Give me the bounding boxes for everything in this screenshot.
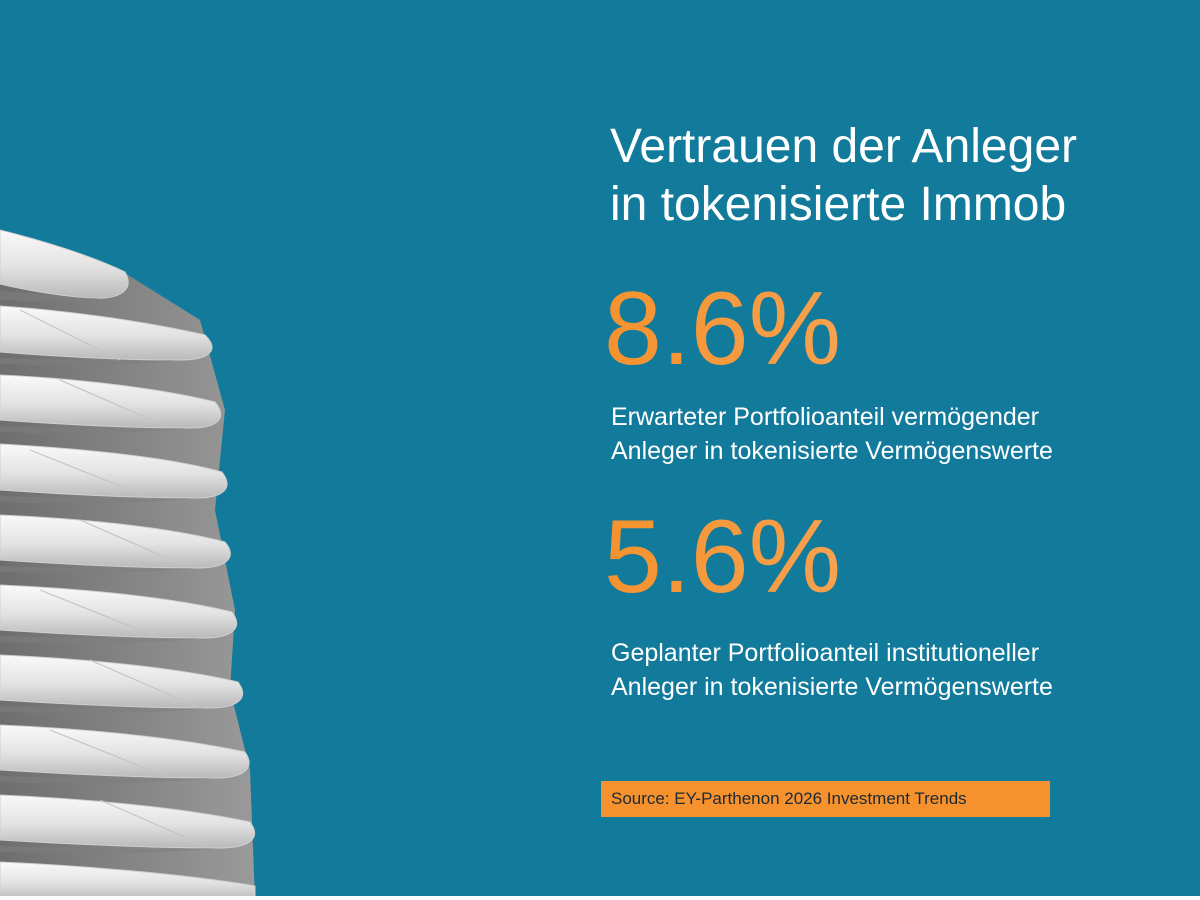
stat-description-line: Erwarteter Portfolioanteil vermögender bbox=[611, 403, 1039, 431]
building-facade-image bbox=[0, 229, 256, 896]
headline-line-1: Vertrauen der Anleger bbox=[610, 120, 1077, 173]
stat-value-institutional-investors: 5.6% bbox=[604, 502, 1004, 612]
stat-description-line: Geplanter Portfolioanteil institutionell… bbox=[611, 639, 1040, 667]
bottom-border bbox=[0, 896, 1200, 900]
stat-description-line: Anleger in tokenisierte Vermögenswerte bbox=[611, 437, 1053, 465]
stat-description-wealthy-investors: Erwarteter Portfolioanteil vermögender A… bbox=[611, 400, 1191, 468]
stat-description-institutional-investors: Geplanter Portfolioanteil institutionell… bbox=[611, 636, 1191, 704]
source-badge: Source: EY-Parthenon 2026 Investment Tre… bbox=[601, 781, 1050, 817]
headline: Vertrauen der Anleger in tokenisierte Im… bbox=[610, 118, 1200, 234]
stat-value-wealthy-investors: 8.6% bbox=[604, 274, 1004, 384]
stat-description-line: Anleger in tokenisierte Vermögenswerte bbox=[611, 673, 1053, 701]
headline-line-2: in tokenisierte Immob bbox=[610, 178, 1067, 231]
